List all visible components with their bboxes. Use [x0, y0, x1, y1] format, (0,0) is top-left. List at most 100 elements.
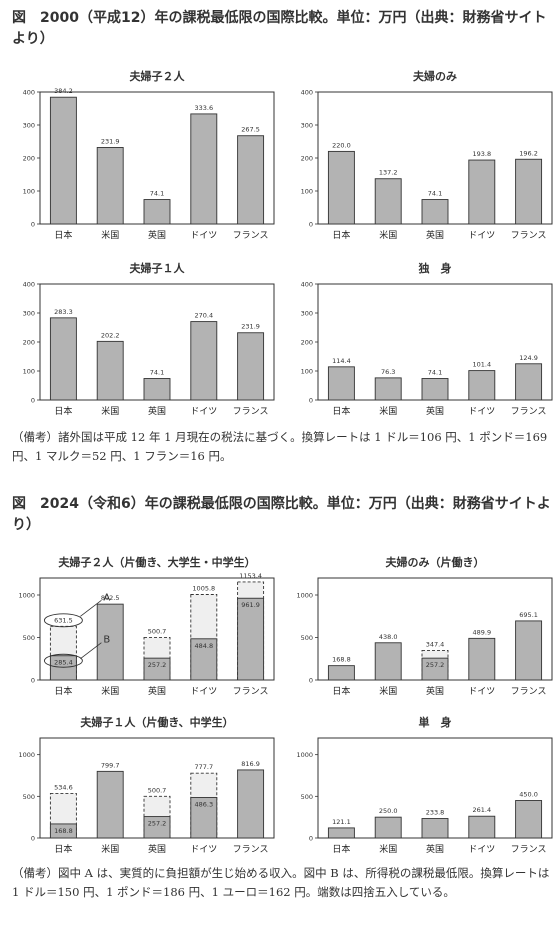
- value-label: 202.2: [101, 331, 120, 339]
- figure-2024-title: 図 2024（令和6）年の課税最低限の国際比較。単位：万円（出典：財務省サイトよ…: [12, 496, 551, 533]
- bar: [96, 603, 124, 681]
- category-label: 米国: [101, 685, 119, 697]
- category-label: 米国: [379, 685, 397, 697]
- category-label: 日本: [332, 405, 350, 417]
- bar: [49, 317, 77, 401]
- annotation-leader-B: [80, 642, 102, 660]
- bar: [421, 818, 449, 839]
- y-tick-label: 200: [301, 339, 313, 347]
- value-label: 799.7: [101, 761, 120, 769]
- bar: [49, 655, 77, 681]
- y-tick-label: 200: [301, 155, 313, 163]
- category-label: 英国: [426, 229, 444, 241]
- value-label: 231.9: [241, 323, 260, 331]
- category-label: ドイツ: [468, 231, 495, 241]
- value-label: 816.9: [241, 760, 260, 768]
- category-label: 米国: [379, 229, 397, 241]
- y-tick-label: 300: [23, 122, 35, 130]
- upper-value-label: 500.7: [148, 786, 167, 794]
- category-label: 米国: [101, 405, 119, 417]
- bar: [190, 797, 218, 839]
- y-tick-label: 100: [23, 368, 35, 376]
- value-label: 168.8: [332, 656, 351, 664]
- bar: [515, 800, 543, 839]
- bar: [468, 815, 496, 839]
- bar: [237, 597, 265, 681]
- bar: [468, 637, 496, 681]
- chart-2000-single: 独 身 0 100 200 300 400 114.4 日本 76.3 米国 74.1 英国 101.4…: [301, 261, 553, 417]
- value-label: 231.9: [101, 137, 120, 145]
- category-label: ドイツ: [190, 845, 217, 855]
- y-tick-label: 500: [301, 793, 313, 801]
- y-tick-label: 0: [309, 835, 313, 843]
- upper-value-label: 631.5: [54, 616, 73, 624]
- chart-title: 夫婦子１人: [130, 261, 186, 275]
- bar: [190, 638, 218, 681]
- bar: [237, 769, 265, 839]
- bar: [96, 147, 124, 225]
- upper-value-label: 534.6: [54, 783, 73, 791]
- category-label: フランス: [233, 230, 269, 241]
- category-label: 英国: [426, 405, 444, 417]
- category-label: 英国: [426, 843, 444, 855]
- category-label: フランス: [233, 406, 269, 417]
- category-label: フランス: [233, 844, 269, 855]
- bar: [374, 816, 402, 839]
- bar: [49, 96, 77, 225]
- category-label: 日本: [54, 843, 72, 855]
- value-label: 267.5: [241, 126, 260, 134]
- bar: [374, 178, 402, 225]
- bar: [327, 366, 355, 401]
- value-label: 892.5: [101, 594, 120, 602]
- value-label: 121.1: [332, 818, 351, 826]
- bar: [237, 332, 265, 401]
- value-label: 486.3: [194, 800, 213, 808]
- annotation-ellipse-B: [43, 653, 83, 668]
- category-label: 米国: [379, 843, 397, 855]
- value-label: 233.8: [426, 809, 445, 817]
- category-label: 日本: [54, 685, 72, 697]
- value-label: 101.4: [472, 361, 491, 369]
- annotation-leader-A: [80, 600, 102, 617]
- y-tick-label: 100: [301, 188, 313, 196]
- y-tick-label: 200: [23, 155, 35, 163]
- bar: [327, 150, 355, 225]
- chart-title: 夫婦子１人（片働き、中学生）: [80, 715, 233, 729]
- chart-title: 独 身: [418, 261, 452, 275]
- category-label: ドイツ: [190, 407, 217, 417]
- bar: [421, 657, 449, 681]
- category-label: 日本: [332, 685, 350, 697]
- category-label: ドイツ: [468, 845, 495, 855]
- y-tick-label: 0: [309, 677, 313, 685]
- category-label: フランス: [511, 686, 547, 697]
- bar: [515, 158, 543, 225]
- bar: [374, 642, 402, 681]
- chart-2024-couple-only: 夫婦のみ（片働き） 0 500 1000 168.8 日本 438.0 米国 347.4 257.…: [296, 555, 553, 697]
- value-label: 283.3: [54, 308, 73, 316]
- y-tick-label: 1000: [18, 592, 35, 600]
- bar: [515, 620, 543, 681]
- y-tick-label: 100: [301, 368, 313, 376]
- y-tick-label: 300: [301, 310, 313, 318]
- value-label: 257.2: [426, 661, 445, 669]
- category-label: 英国: [148, 685, 166, 697]
- value-label: 114.4: [332, 357, 351, 365]
- category-label: 日本: [332, 843, 350, 855]
- bar: [143, 816, 171, 839]
- bar: [515, 363, 543, 401]
- y-tick-label: 400: [301, 281, 313, 289]
- chart-title: 夫婦のみ（片働き）: [386, 555, 485, 569]
- category-label: 英国: [148, 229, 166, 241]
- bar: [96, 770, 124, 839]
- chart-2000-couple-only: 夫婦のみ 0 100 200 300 400 220.0 日本 137.2 米国 74.1 英国 193…: [301, 69, 553, 241]
- value-label: 74.1: [428, 190, 442, 198]
- y-tick-label: 1000: [18, 751, 35, 759]
- bar: [327, 665, 355, 681]
- y-tick-label: 200: [23, 339, 35, 347]
- category-label: 米国: [101, 843, 119, 855]
- y-tick-label: 400: [301, 89, 313, 97]
- annotation-label-A: A: [103, 592, 110, 603]
- bar: [327, 827, 355, 839]
- value-label: 333.6: [194, 104, 213, 112]
- value-label: 74.1: [150, 190, 164, 198]
